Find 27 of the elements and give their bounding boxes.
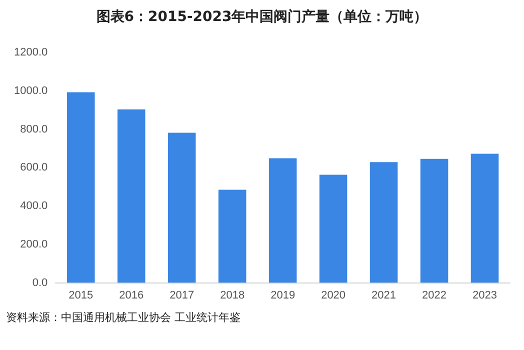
x-tick-label: 2017 <box>170 289 194 302</box>
x-tick-label: 2019 <box>270 289 296 302</box>
x-tick-label: 2020 <box>321 289 346 302</box>
text: 资料来源：中国通用机械工业协会 工业统计年鉴 <box>6 310 240 325</box>
x-tick-label: 2016 <box>119 289 144 302</box>
x-tick-label: 2021 <box>372 289 396 302</box>
y-tick-label: 200.0 <box>20 238 48 250</box>
bar <box>470 154 499 283</box>
y-tick-label: 400.0 <box>20 200 48 212</box>
x-tick-label: 2022 <box>422 289 447 302</box>
bar <box>168 132 196 283</box>
bar <box>370 162 398 283</box>
bar <box>117 109 146 283</box>
bar <box>67 92 95 283</box>
y-tick-label: 800.0 <box>20 123 48 136</box>
bar <box>420 158 448 283</box>
x-tick-label: 2023 <box>472 289 497 302</box>
y-tick-label: 1200.0 <box>14 46 48 59</box>
bar <box>319 174 348 283</box>
x-tick-label: 2018 <box>220 289 245 302</box>
y-tick-label: 1000.0 <box>14 85 48 97</box>
bar <box>268 158 297 283</box>
chart-title: 图表6：2015-2023年中国阀门产量（单位：万吨） <box>95 8 429 26</box>
y-tick-label: 0.0 <box>32 276 48 289</box>
y-tick-label: 600.0 <box>20 162 48 174</box>
bar <box>218 190 246 283</box>
x-tick-label: 2015 <box>68 289 94 302</box>
